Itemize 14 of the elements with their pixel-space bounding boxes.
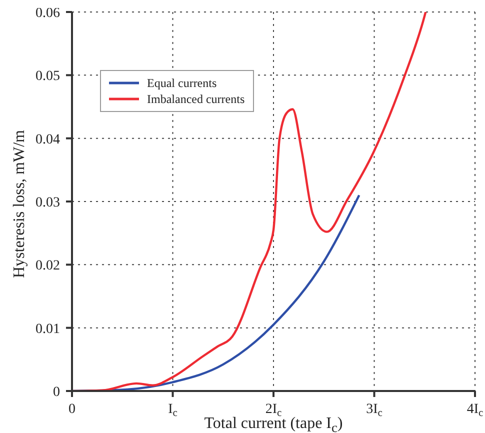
y-tick-label: 0.05 [36,69,60,84]
y-tick-label: 0 [53,385,60,400]
y-tick-label: 0.04 [36,132,60,148]
y-tick-label: 0.03 [36,196,60,210]
x-tick-label: 3I$_{c}$ [366,402,383,419]
legend-label: Equal currents [147,75,217,91]
x-tick-label: 0 [68,402,76,417]
y-axis-title: Hysteresis loss, mW/m [11,130,29,278]
y-tick-label: 0.06 [36,6,60,21]
y-tick-label: 0.01 [36,322,60,337]
x-tick-label: 4I$_{c}$ [466,402,484,419]
y-tick-label: 0.02 [36,258,60,274]
legend-label: Imbalanced currents [147,91,245,107]
x-tick-label: I$_{c}$ [168,402,178,419]
